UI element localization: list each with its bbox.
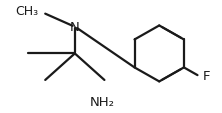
Text: NH₂: NH₂	[90, 96, 115, 108]
Text: F: F	[203, 69, 210, 82]
Text: CH₃: CH₃	[16, 5, 39, 18]
Text: N: N	[70, 21, 80, 34]
